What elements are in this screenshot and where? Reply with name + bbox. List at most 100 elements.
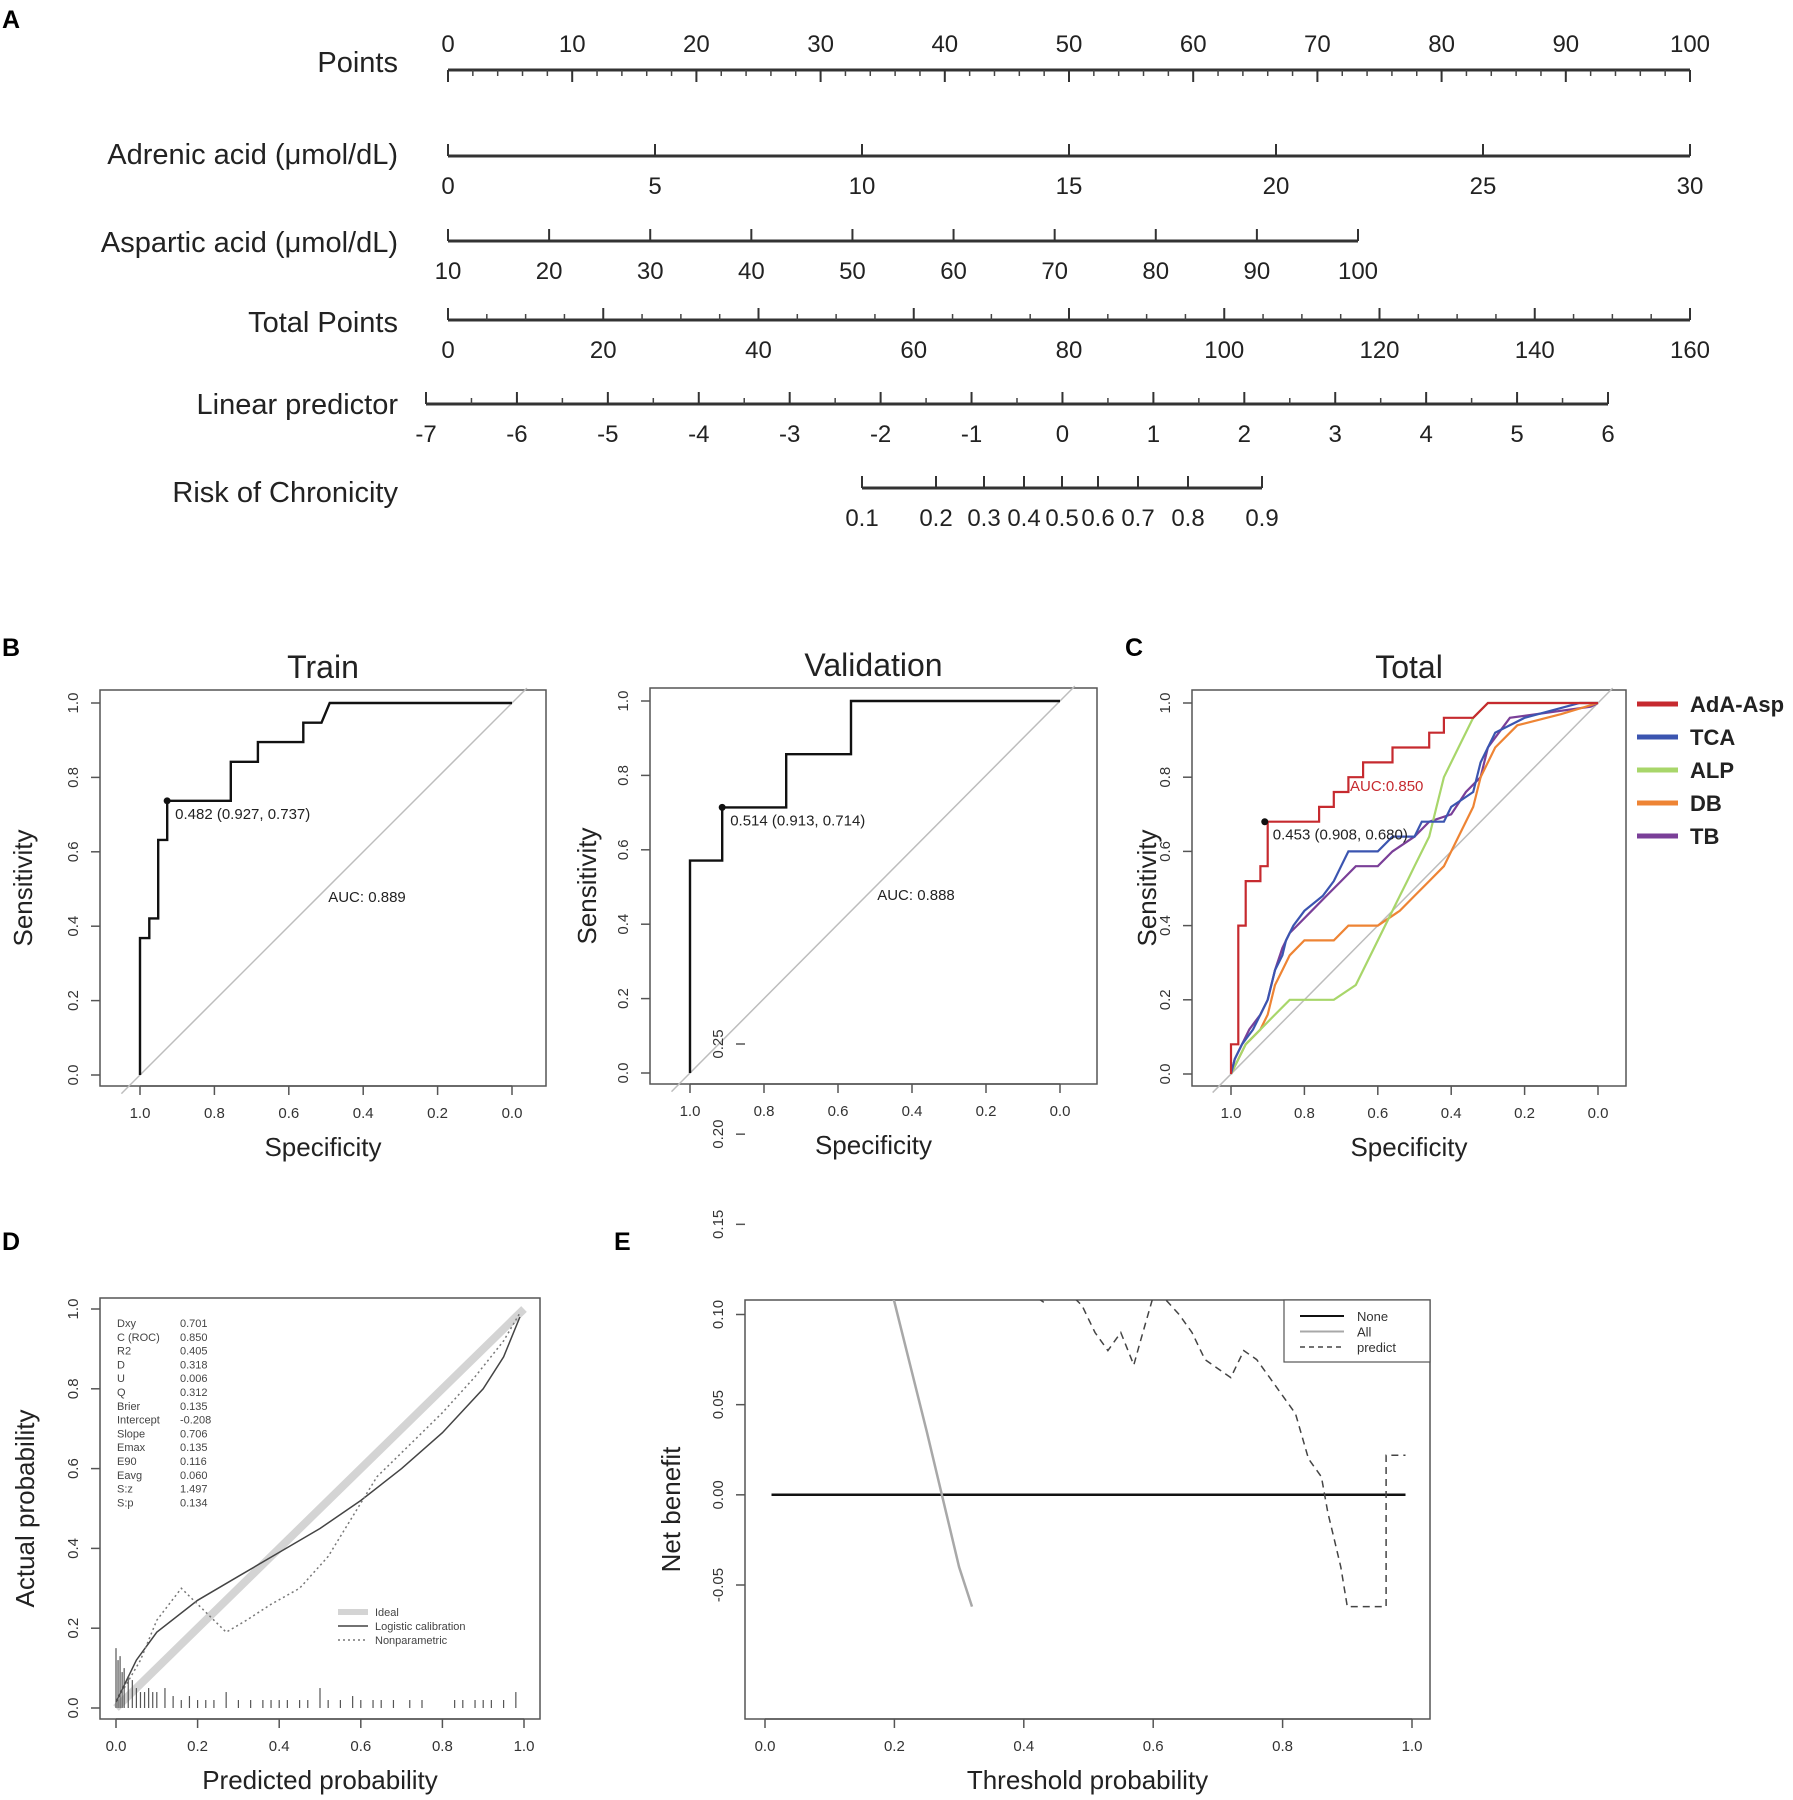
- roc-total-y-tick-label: 0.2: [1157, 989, 1174, 1010]
- nomogram-tick-label-linear: 4: [1419, 421, 1432, 448]
- nomogram-tick-label-risk: 0.2: [919, 505, 952, 532]
- roc-validation-x-tick-label: 0.2: [976, 1103, 997, 1120]
- roc-total-title: Total: [1375, 649, 1443, 685]
- roc-train-group: 1.0 0.8 0.6 0.4 0.2 0.0 0.0 0.2 0.4 0.6 0.8 1.0 Spec…: [8, 649, 547, 1162]
- calibration-stat-name: D: [117, 1359, 125, 1371]
- nomogram-tick-label-aspartic: 10: [435, 258, 462, 285]
- roc-validation-x-tick-label: 0.8: [754, 1103, 775, 1120]
- calibration-stat-name: Slope: [117, 1428, 145, 1440]
- roc-total-x-tick-label: 0.4: [1441, 1105, 1462, 1122]
- roc-total-roc-adaasp: [1229, 701, 1598, 1074]
- decision-curve-y-tick-label: 0.00: [710, 1480, 727, 1509]
- calibration-x-tick-label: 0.8: [432, 1738, 453, 1755]
- roc-total-group: 1.0 0.8 0.6 0.4 0.2 0.0 0.0 0.2 0.4 0.6 0.8 1.0 Spec…: [1132, 649, 1627, 1162]
- decision-curve-legend-label: All: [1357, 1325, 1372, 1340]
- roc-total-diagonal: [1212, 687, 1614, 1094]
- roc-validation-frame: [649, 687, 1098, 1085]
- roc-train-x-tick-label: 0.2: [427, 1105, 448, 1122]
- roc-train-y-tick-label: 0.6: [65, 841, 82, 862]
- calibration-legend-label: Logistic calibration: [375, 1621, 466, 1633]
- nomogram-tick-label-aspartic: 20: [536, 258, 563, 285]
- roc-validation-y-tick-label: 0.2: [615, 988, 632, 1009]
- roc-train-y-tick-label: 0.0: [65, 1065, 82, 1086]
- roc-train-x-tick-label: 0.4: [353, 1105, 374, 1122]
- roc-validation-y-tick-label: 0.4: [615, 914, 632, 935]
- decision-curve-line-all: [892, 1300, 974, 1607]
- calibration-stat-name: R2: [117, 1346, 131, 1358]
- calibration-y-tick-label: 0.0: [65, 1698, 82, 1719]
- decision-curve-y-tick-label: -0.05: [710, 1568, 727, 1602]
- panel-label-b: B: [2, 634, 20, 662]
- decision-curve-x-tick-label: 0.0: [755, 1738, 776, 1755]
- roc-validation-threshold-label: 0.514 (0.913, 0.714): [730, 812, 865, 829]
- roc-train-y-tick-label: 1.0: [65, 693, 82, 714]
- nomogram-label-linear: Linear predictor: [197, 389, 399, 421]
- calibration-stat-name: C (ROC): [117, 1332, 160, 1344]
- decision-curve-legend-label: None: [1357, 1309, 1388, 1324]
- calibration-x-label: Predicted probability: [202, 1765, 438, 1795]
- roc-validation-x-tick-label: 0.0: [1050, 1103, 1071, 1120]
- calibration-stat-value: 0.405: [180, 1346, 208, 1358]
- nomogram-tick-label-risk: 0.3: [967, 505, 1000, 532]
- nomogram-tick-label-linear: -3: [779, 421, 800, 448]
- roc-train-y-tick-label: 0.2: [65, 990, 82, 1011]
- calibration-stat-name: Emax: [117, 1442, 146, 1454]
- nomogram-tick-label-linear: -5: [597, 421, 618, 448]
- calibration-stat-name: Q: [117, 1387, 126, 1399]
- nomogram-tick-label-total: 80: [1056, 337, 1083, 364]
- roc-total-roc-tca: [1229, 701, 1598, 1075]
- nomogram-tick-label-risk: 0.6: [1081, 505, 1114, 532]
- calibration-y-tick-label: 1.0: [65, 1299, 82, 1320]
- roc-train-y-label: Sensitivity: [8, 829, 38, 946]
- calibration-stat-value: 0.060: [180, 1470, 208, 1482]
- calibration-y-tick-label: 0.2: [65, 1618, 82, 1639]
- nomogram-tick-label-adrenic: 20: [1263, 173, 1290, 200]
- calibration-stat-value: 1.497: [180, 1484, 208, 1496]
- nomogram-tick-label-adrenic: 10: [849, 173, 876, 200]
- nomogram-label-risk: Risk of Chronicity: [172, 477, 398, 509]
- nomogram-tick-label-linear: 6: [1601, 421, 1614, 448]
- calibration-stat-value: 0.006: [180, 1373, 208, 1385]
- roc-validation-group: 1.0 0.8 0.6 0.4 0.2 0.0 0.0 0.2 0.4 0.6 0.8 1.0 Spec…: [572, 647, 1098, 1160]
- nomogram-label-total: Total Points: [248, 307, 398, 339]
- nomogram-tick-label-linear: 3: [1329, 421, 1342, 448]
- roc-total-x-label: Specificity: [1350, 1132, 1467, 1162]
- calibration-stat-value: 0.850: [180, 1332, 208, 1344]
- nomogram-label-adrenic: Adrenic acid (μmol/dL): [107, 139, 398, 171]
- roc-validation-x-tick-label: 0.6: [828, 1103, 849, 1120]
- nomogram-tick-label-points: 90: [1552, 31, 1579, 58]
- nomogram-tick-label-risk: 0.4: [1007, 505, 1040, 532]
- nomogram-tick-label-adrenic: 15: [1056, 173, 1083, 200]
- decision-curve-x-tick-label: 0.4: [1013, 1738, 1034, 1755]
- calibration-stat-value: -0.208: [180, 1415, 211, 1427]
- nomogram-tick-label-linear: 2: [1238, 421, 1251, 448]
- nomogram-tick-label-linear: 5: [1510, 421, 1523, 448]
- panel-label-d: D: [2, 1228, 20, 1256]
- nomogram-tick-label-risk: 0.1: [845, 505, 878, 532]
- roc-total-threshold-point: [1261, 818, 1269, 826]
- calibration-group: 0.0 0.2 0.4 0.6 0.8 1.0 0.0 0.2 0.4 0.6 0.8 1.0 Pred…: [10, 1297, 541, 1795]
- roc-train-threshold-point: [163, 797, 171, 805]
- calibration-stat-value: 0.318: [180, 1359, 208, 1371]
- calibration-stat-value: 0.701: [180, 1318, 208, 1330]
- nomogram-tick-label-aspartic: 90: [1244, 258, 1271, 285]
- nomogram-tick-label-total: 120: [1359, 337, 1399, 364]
- nomogram-tick-label-aspartic: 60: [940, 258, 967, 285]
- nomogram-tick-label-points: 50: [1056, 31, 1083, 58]
- calibration-stat-value: 0.706: [180, 1428, 208, 1440]
- roc-train-y-tick-label: 0.4: [65, 916, 82, 937]
- roc-validation-x-tick-label: 1.0: [680, 1103, 701, 1120]
- nomogram-tick-label-linear: -1: [961, 421, 982, 448]
- calibration-x-tick-label: 0.6: [350, 1738, 371, 1755]
- roc-validation-y-tick-label: 1.0: [615, 691, 632, 712]
- nomogram-tick-label-points: 60: [1180, 31, 1207, 58]
- nomogram-tick-label-risk: 0.9: [1245, 505, 1278, 532]
- calibration-stat-name: Brier: [117, 1401, 141, 1413]
- roc-total-x-tick-label: 0.0: [1588, 1105, 1609, 1122]
- nomogram-tick-label-risk: 0.8: [1171, 505, 1204, 532]
- nomogram-tick-label-linear: 1: [1147, 421, 1160, 448]
- nomogram-label-points: Points: [317, 47, 398, 79]
- nomogram-tick-label-linear: 0: [1056, 421, 1069, 448]
- nomogram-tick-label-adrenic: 25: [1470, 173, 1497, 200]
